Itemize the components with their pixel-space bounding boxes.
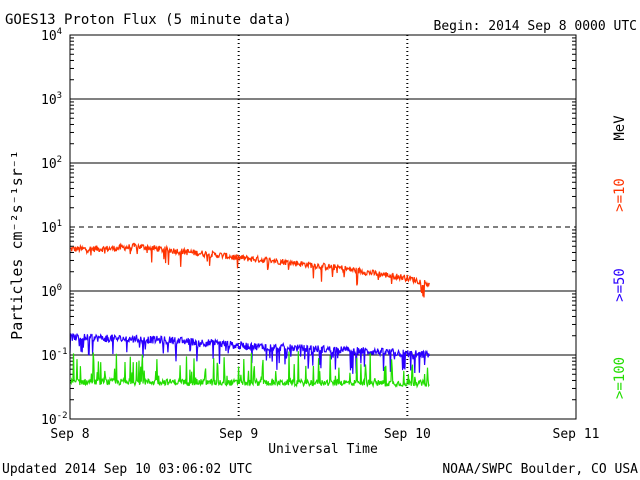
y-tick-label: 101 <box>41 219 62 236</box>
x-tick-label: Sep 10 <box>384 427 431 442</box>
series-line-ge50 <box>69 333 430 374</box>
legend: >=10 >=50 >=100 MeV <box>612 115 628 399</box>
legend-item: >=50 <box>612 268 628 302</box>
updated-label: Updated 2014 Sep 10 03:06:02 UTC <box>2 462 252 477</box>
begin-label: Begin: 2014 Sep 8 0000 UTC <box>434 19 638 34</box>
y-axis-label: Particles cm⁻²s⁻¹sr⁻¹ <box>8 150 26 340</box>
x-tick-label: Sep 11 <box>553 427 600 442</box>
x-tick-label: Sep 9 <box>219 427 258 442</box>
legend-item: >=100 <box>612 357 628 399</box>
y-tick-label: 100 <box>41 283 62 300</box>
y-tick-label: 10-1 <box>41 347 68 364</box>
series-layer <box>69 242 430 389</box>
y-tick-label: 103 <box>41 91 62 108</box>
plot-frame <box>69 34 577 420</box>
x-axis-label: Universal Time <box>268 442 378 457</box>
series-line-ge100 <box>69 351 430 389</box>
x-tick-label: Sep 8 <box>50 427 89 442</box>
x-tick-labels: Sep 8 Sep 9 Sep 10 Sep 11 <box>50 427 599 442</box>
y-tick-labels: 104 103 102 101 100 10-1 10-2 <box>41 27 68 428</box>
y-tick-label: 102 <box>41 155 62 172</box>
grid-lines <box>70 35 576 419</box>
y-tick-label: 10-2 <box>41 411 68 428</box>
y-tick-label: 104 <box>41 27 62 44</box>
legend-unit: MeV <box>612 115 628 141</box>
series-line-ge10 <box>69 242 430 298</box>
chart-title: GOES13 Proton Flux (5 minute data) <box>5 12 292 28</box>
credit-label: NOAA/SWPC Boulder, CO USA <box>442 462 638 477</box>
legend-item: >=10 <box>612 178 628 212</box>
